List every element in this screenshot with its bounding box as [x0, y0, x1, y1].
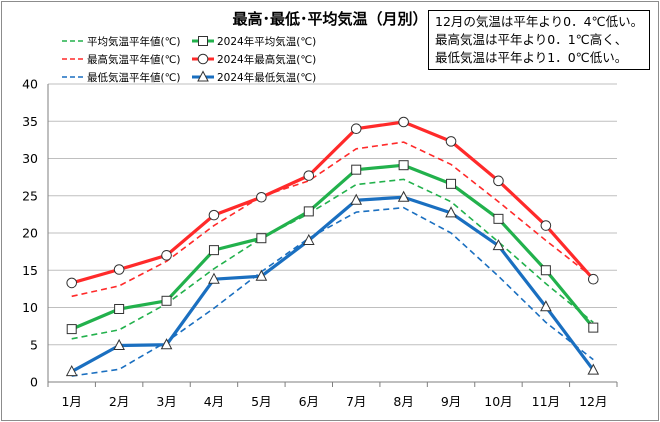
data-point [446, 178, 457, 189]
y-tick-label: 10 [22, 300, 38, 315]
data-point [303, 170, 315, 181]
data-point [208, 209, 220, 221]
x-tick-label: 5月 [251, 394, 271, 409]
x-tick-label: 4月 [204, 394, 224, 409]
y-tick-label: 40 [22, 77, 38, 92]
annotation-box: 12月の気温は平年より0．4℃低い。 最高気温は平年より0．1℃高く、 最低気温… [428, 10, 650, 70]
data-point [397, 190, 410, 202]
data-point [65, 364, 78, 377]
data-point [255, 269, 268, 281]
legend-label-2: 最高気温平年値(℃) [87, 53, 181, 66]
y-tick-label: 20 [22, 226, 38, 241]
x-tick-label: 10月 [484, 394, 512, 409]
data-point [493, 213, 504, 224]
series-line-3 [71, 120, 595, 285]
y-tick-label: 5 [30, 337, 38, 352]
y-tick-label: 30 [22, 151, 38, 166]
data-point [256, 191, 267, 203]
x-tick-label: 12月 [579, 394, 607, 409]
data-point [256, 233, 267, 244]
x-tick-label: 8月 [393, 394, 413, 409]
x-tick-label: 2月 [109, 394, 129, 409]
data-point [208, 245, 219, 256]
series-line-2 [71, 141, 594, 298]
data-point [160, 338, 173, 350]
legend-label-4: 最低気温平年値(℃) [87, 71, 181, 84]
legend-label-3: 2024年最高気温(℃) [217, 53, 316, 66]
data-point [351, 164, 362, 175]
data-point [113, 264, 125, 275]
legend-marker-1 [198, 36, 208, 46]
series-line-1 [71, 163, 595, 331]
x-tick-label: 9月 [441, 394, 461, 409]
y-tick-label: 25 [22, 188, 38, 203]
data-point [445, 206, 457, 218]
data-point [493, 175, 504, 187]
data-point [66, 277, 78, 289]
data-point [208, 272, 220, 284]
data-point [540, 265, 551, 276]
data-point [587, 273, 599, 285]
x-tick-label: 7月 [346, 394, 366, 409]
data-point [66, 324, 77, 335]
data-point [587, 363, 600, 375]
annotation-line-3: 最低気温は平年より1．0℃低い。 [435, 50, 628, 65]
annotation-line-2: 最高気温は平年より0．1℃高く、 [435, 32, 628, 47]
data-point [161, 295, 172, 306]
data-point [302, 233, 315, 245]
data-point [492, 239, 505, 251]
data-point [398, 160, 409, 171]
y-tick-label: 15 [22, 263, 38, 278]
data-point [113, 338, 125, 350]
legend-marker-3 [197, 53, 209, 65]
chart-title: 最高･最低･平均気温（月別） [232, 10, 427, 28]
data-point [398, 116, 409, 128]
series-line-5 [70, 195, 595, 373]
x-tick-label: 1月 [61, 394, 81, 409]
data-point [540, 300, 552, 312]
legend-label-0: 平均気温平年値(℃) [87, 35, 181, 48]
data-point [350, 193, 363, 205]
y-tick-label: 0 [30, 375, 38, 390]
series-line-0 [71, 178, 594, 340]
annotation-line-1: 12月の気温は平年より0．4℃低い。 [435, 14, 644, 29]
data-point [445, 136, 457, 147]
x-tick-label: 3月 [156, 394, 176, 409]
data-point [303, 206, 314, 217]
data-point [588, 322, 599, 333]
y-tick-label: 35 [22, 114, 38, 129]
data-point [161, 250, 172, 261]
data-point [350, 123, 362, 134]
data-point [114, 303, 125, 314]
legend-label-5: 2024年最低気温(℃) [217, 71, 316, 84]
legend-label-1: 2024年平均気温(℃) [217, 35, 316, 48]
x-tick-label: 11月 [532, 394, 560, 409]
legend-marker-5 [197, 70, 209, 82]
x-tick-label: 6月 [299, 394, 319, 409]
data-point [540, 220, 552, 231]
